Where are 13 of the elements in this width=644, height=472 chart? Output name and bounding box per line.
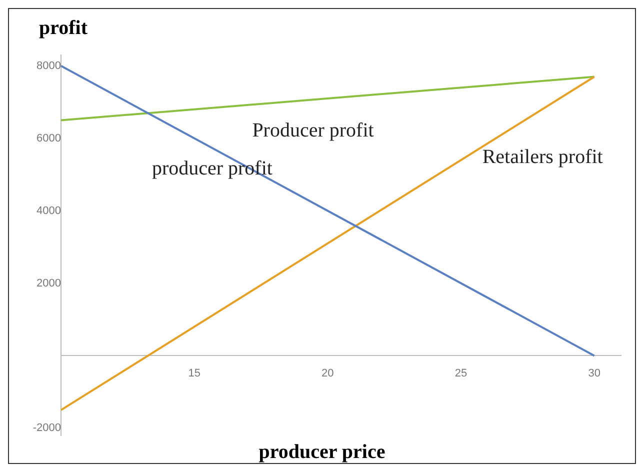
- x-axis-title: producer price: [258, 441, 386, 464]
- x-tick-label: 30: [588, 367, 600, 380]
- x-tick-label: 15: [188, 367, 200, 380]
- y-tick-label: 8000: [36, 60, 61, 72]
- y-tick-label: 6000: [36, 132, 61, 144]
- y-tick-label: -2000: [32, 422, 61, 434]
- y-axis-title: profit: [39, 17, 88, 40]
- annotation: Retailers profit: [482, 146, 604, 168]
- annotation: Producer profit: [252, 119, 374, 142]
- x-tick-label: 25: [454, 367, 468, 380]
- x-tick-label: 20: [322, 367, 334, 380]
- y-tick-label: 2000: [36, 277, 61, 290]
- y-tick-label: 4000: [36, 204, 61, 217]
